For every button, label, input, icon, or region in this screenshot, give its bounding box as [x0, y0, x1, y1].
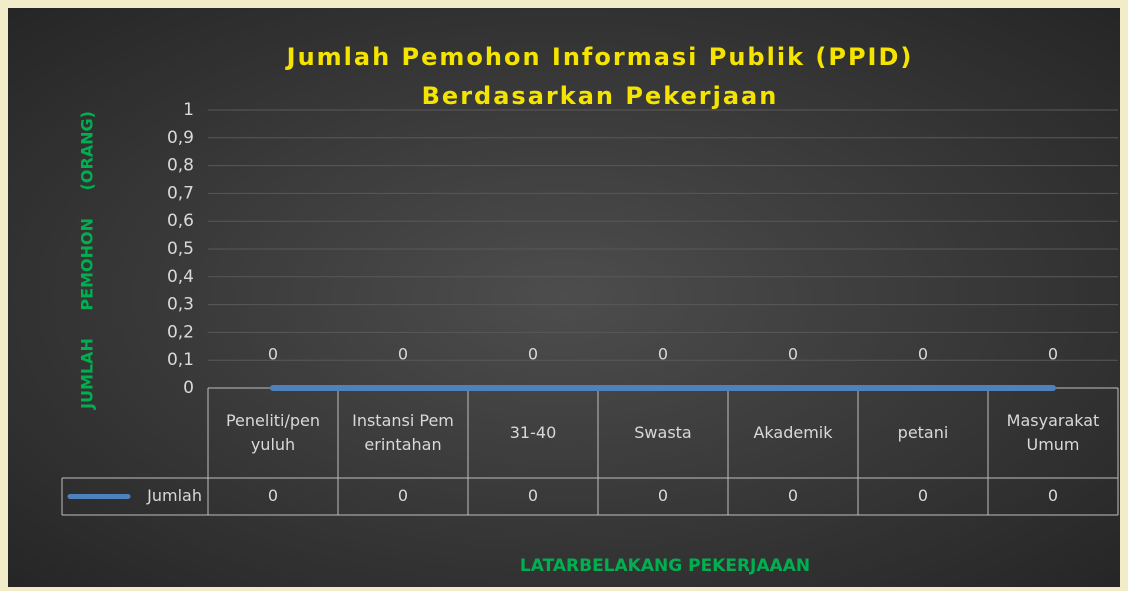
x-tick-label: Instansi Pemerintahan: [352, 411, 454, 454]
data-label: 0: [788, 345, 798, 364]
chart-title: Berdasarkan Pekerjaan: [422, 82, 779, 110]
x-axis-label: LATARBELAKANG PEKERJAAAN: [520, 556, 810, 576]
table-value: 0: [1048, 486, 1058, 505]
table-value: 0: [528, 486, 538, 505]
y-tick-label: 0,7: [167, 183, 194, 203]
y-tick-label: 0,9: [167, 128, 194, 148]
table-value: 0: [658, 486, 668, 505]
x-tick-label: Swasta: [634, 423, 692, 442]
y-tick-label: 0,1: [167, 350, 194, 370]
category-cell: Peneliti/penyuluh: [225, 411, 321, 454]
category-cell: Akademik: [753, 423, 833, 442]
y-tick-label: 0,5: [167, 239, 194, 259]
y-tick-label: 0,6: [167, 211, 194, 231]
y-tick-label: 0,2: [167, 322, 194, 342]
x-tick-label: 31-40: [509, 423, 557, 442]
chart-background: [8, 8, 1120, 587]
legend-label: Jumlah: [146, 486, 202, 505]
table-value: 0: [788, 486, 798, 505]
category-cell: Swasta: [634, 423, 692, 442]
data-label: 0: [528, 345, 538, 364]
category-cell: Masyarakat Umum: [1006, 411, 1100, 454]
y-tick-label: 0,8: [167, 156, 194, 176]
y-axis-label: JUMLAH PEMOHON (ORANG): [78, 111, 97, 410]
data-label: 0: [918, 345, 928, 364]
data-label: 0: [268, 345, 278, 364]
data-label: 0: [658, 345, 668, 364]
table-value: 0: [398, 486, 408, 505]
y-tick-label: 1: [183, 100, 194, 120]
table-value: 0: [918, 486, 928, 505]
x-tick-label: petani: [897, 423, 949, 442]
y-tick-label: 0: [183, 378, 194, 398]
category-cell: 31-40: [509, 423, 557, 442]
x-tick-label: Peneliti/penyuluh: [225, 411, 321, 454]
category-cell: petani: [897, 423, 949, 442]
y-tick-label: 0,3: [167, 295, 194, 315]
data-label: 0: [1048, 345, 1058, 364]
x-tick-label: Masyarakat Umum: [1006, 411, 1100, 454]
table-value: 0: [268, 486, 278, 505]
y-tick-label: 0,4: [167, 267, 194, 287]
category-cell: Instansi Pemerintahan: [352, 411, 454, 454]
chart-title: Jumlah Pemohon Informasi Publik (PPID): [285, 43, 914, 71]
data-label: 0: [398, 345, 408, 364]
x-tick-label: Akademik: [753, 423, 833, 442]
